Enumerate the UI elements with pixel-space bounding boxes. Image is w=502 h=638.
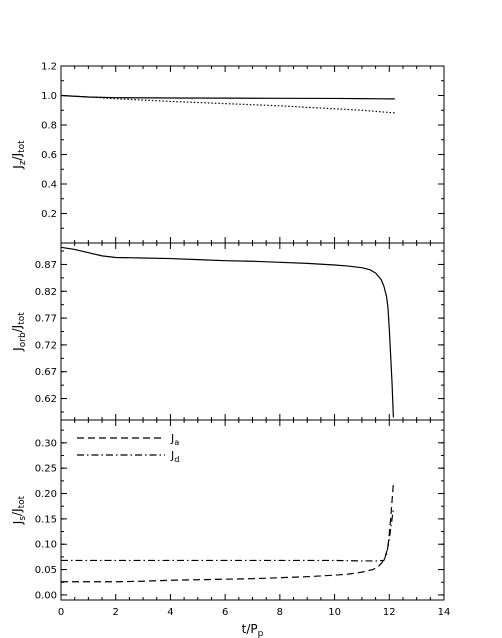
- panel-3: 0.00 0.05 0.10 0.15 0.20 0.25 0.30 Js​/Jtot​ Ja​…: [10, 419, 445, 601]
- panel-frame: [60, 419, 445, 601]
- panel-frame: [60, 242, 445, 421]
- y-tick-label: 0.05: [35, 565, 57, 576]
- y-tick-label: 0.10: [35, 540, 57, 551]
- panel-frame: [60, 65, 445, 244]
- y-tick-label: 1.2: [41, 62, 57, 73]
- y-tick-label: 0.77: [35, 314, 57, 325]
- legend-label: Jd​: [170, 449, 180, 464]
- x-tick-label: 6: [222, 607, 228, 618]
- x-tick-label: 14: [438, 607, 451, 618]
- y-tick-label: 0.30: [35, 438, 57, 449]
- y-tick-label: 0.67: [35, 367, 57, 378]
- x-tick-label: 8: [277, 607, 283, 618]
- y-axis-label: Jorb​/Jtot​: [10, 312, 28, 352]
- y-tick-label: 0.25: [35, 464, 57, 475]
- y-tick-label: 0.15: [35, 514, 57, 525]
- legend-label: Ja​: [170, 432, 179, 447]
- x-tick-label: 10: [328, 607, 341, 618]
- y-tick-label: 0.6: [41, 150, 57, 161]
- series-line-dashed: [61, 483, 394, 583]
- x-tick-label: 2: [113, 607, 119, 618]
- series-line-dashdot: [61, 508, 394, 562]
- x-axis-label: t/Pp​: [242, 622, 264, 638]
- y-tick-label: 0.8: [41, 121, 57, 132]
- panel-1: 0.2 0.4 0.6 0.8 1.0 1.2 Jz​/Jtot​: [10, 62, 445, 244]
- x-tick-label: 12: [383, 607, 396, 618]
- x-tick-label: 0: [58, 607, 64, 618]
- y-tick-label: 0.00: [35, 590, 57, 601]
- panel-2: 0.62 0.67 0.72 0.77 0.82 0.87 Jorb​/Jtot​: [10, 242, 445, 421]
- y-tick-label: 0.2: [41, 209, 57, 220]
- panels-group: 0.20.40.60.81.01.2Jz​/Jtot​0.620.670.720…: [10, 62, 450, 638]
- y-tick-label: 0.20: [35, 489, 57, 500]
- series-line-dotted: [61, 94, 395, 114]
- y-tick-label: 0.87: [35, 260, 57, 271]
- y-tick-label: 0.82: [35, 287, 57, 298]
- y-tick-label: 0.4: [41, 180, 57, 191]
- y-tick-label: 1.0: [41, 91, 57, 102]
- y-axis-label: Jz​/Jtot​: [10, 140, 28, 170]
- y-axis-label: Js​/Jtot​: [10, 495, 28, 525]
- y-tick-label: 0.72: [35, 340, 57, 351]
- series-line-solid: [61, 94, 395, 100]
- y-tick-label: 0.62: [35, 394, 57, 405]
- series-line-solid: [61, 246, 394, 418]
- x-tick-label: 4: [167, 607, 173, 618]
